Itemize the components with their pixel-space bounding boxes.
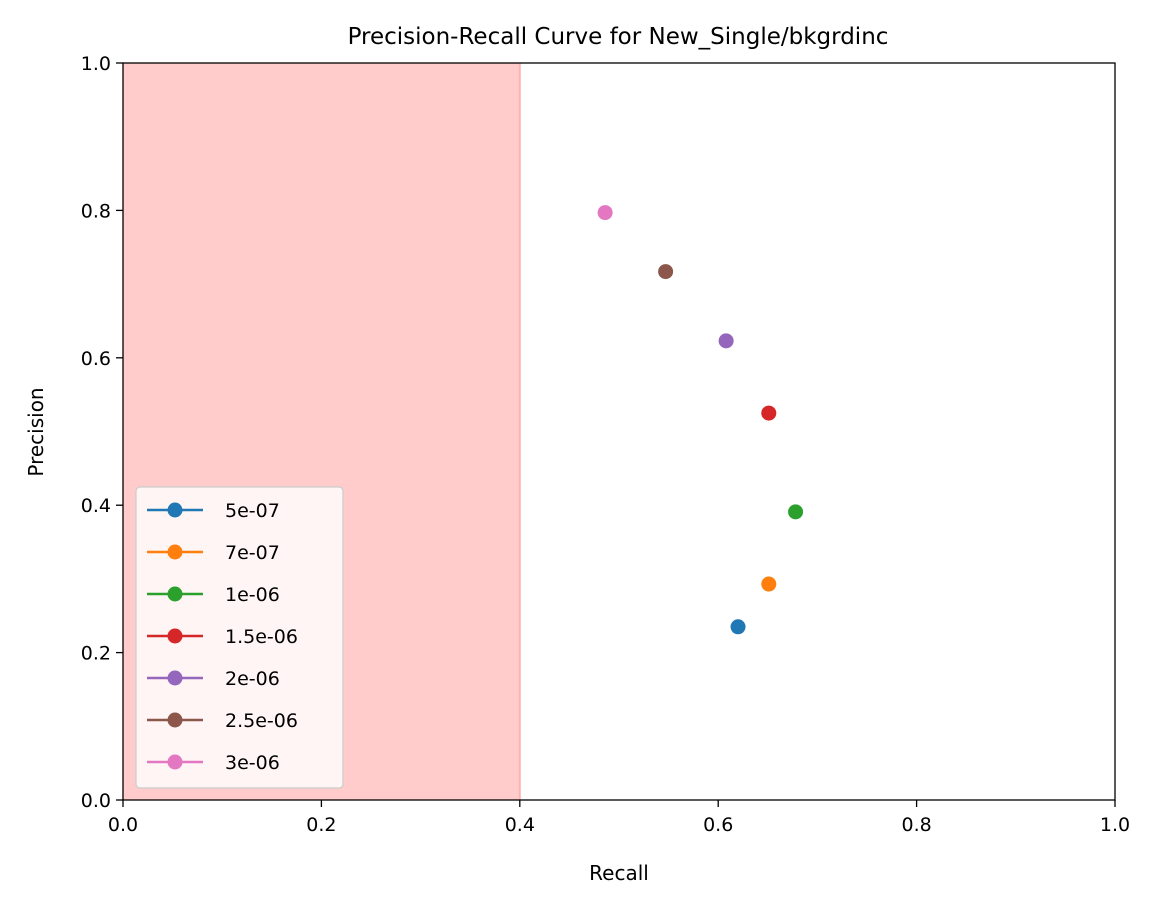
x-axis: 0.0 0.2 0.4 0.6 0.8 1.0 <box>108 800 1130 836</box>
chart-title: Precision-Recall Curve for New_Single/bk… <box>348 24 889 50</box>
x-tick-label: 0.4 <box>505 814 535 836</box>
legend-label: 5e-07 <box>225 500 280 522</box>
data-point <box>658 264 674 280</box>
y-tick-label: 0.6 <box>81 348 111 370</box>
legend-label: 2.5e-06 <box>225 710 298 732</box>
plot-frame <box>122 62 1116 801</box>
y-tick-label: 0.8 <box>81 200 111 222</box>
legend-label: 1e-06 <box>225 584 280 606</box>
legend-marker <box>167 628 183 644</box>
data-point <box>730 619 746 635</box>
y-tick-label: 0.0 <box>81 790 111 812</box>
y-axis-label: Precision <box>24 387 48 476</box>
x-tick-label: 0.6 <box>703 814 733 836</box>
legend-label: 2e-06 <box>225 668 280 690</box>
x-tick-label: 0.2 <box>306 814 336 836</box>
y-tick-label: 0.2 <box>81 643 111 665</box>
legend-marker <box>167 502 183 518</box>
data-point <box>597 205 613 221</box>
data-point <box>718 333 734 349</box>
legend-items: 5e-07 7e-07 1e-06 1.5e-06 2e-06 2.5e-06 3e-06 <box>147 500 298 774</box>
legend-label: 3e-06 <box>225 752 280 774</box>
legend: 5e-07 7e-07 1e-06 1.5e-06 2e-06 2.5e-06 3e-06 <box>135 486 344 789</box>
legend-marker <box>167 712 183 728</box>
legend-marker <box>167 586 183 602</box>
legend-marker <box>167 670 183 686</box>
legend-marker <box>167 544 183 560</box>
data-point <box>761 576 777 592</box>
legend-label: 1.5e-06 <box>225 626 298 648</box>
x-tick-label: 1.0 <box>1100 814 1130 836</box>
data-points <box>597 205 804 635</box>
legend-box <box>135 486 344 789</box>
data-point <box>788 504 804 520</box>
y-tick-label: 0.4 <box>81 495 111 517</box>
y-axis: 0.0 0.2 0.4 0.6 0.8 1.0 <box>81 53 123 812</box>
y-tick-label: 1.0 <box>81 53 111 75</box>
x-tick-label: 0.8 <box>901 814 931 836</box>
x-tick-label: 0.0 <box>108 814 138 836</box>
legend-marker <box>167 754 183 770</box>
data-point <box>761 405 777 421</box>
x-axis-label: Recall <box>589 861 649 885</box>
legend-label: 7e-07 <box>225 542 280 564</box>
